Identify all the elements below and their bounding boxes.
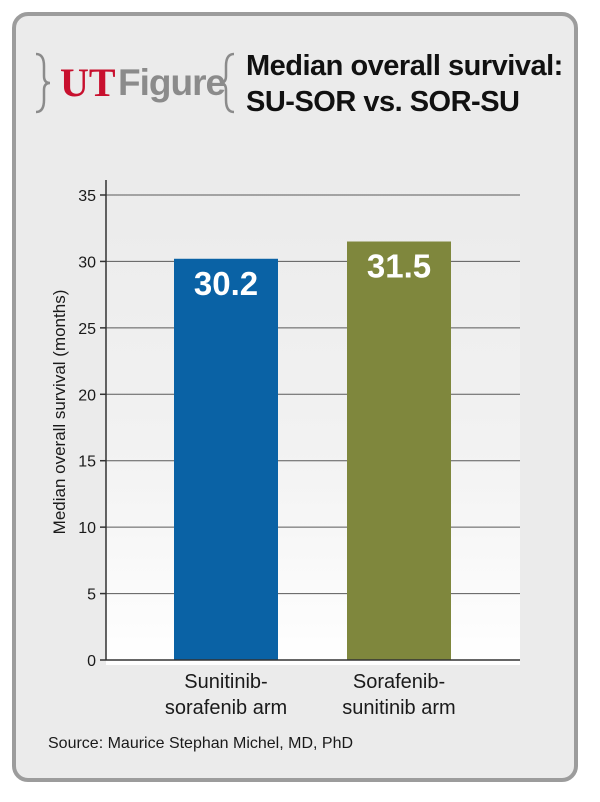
y-axis-label: Median overall survival (months) [50, 290, 69, 535]
y-tick-label: 30 [78, 254, 96, 271]
bar-2 [347, 241, 451, 660]
x-category-label: Sunitinib- [184, 671, 267, 693]
source-note: Source: Maurice Stephan Michel, MD, PhD [48, 735, 354, 752]
chart-title-line-2: SU-SOR vs. SOR-SU [246, 86, 520, 118]
y-tick-label: 10 [78, 520, 96, 537]
x-category-label: sunitinib arm [342, 697, 455, 719]
y-tick-label: 35 [78, 188, 96, 205]
chart-title: Median overall survival: SU-SOR vs. SOR-… [246, 48, 576, 120]
chart-title-line-1: Median overall survival: [246, 50, 563, 82]
plot-area [106, 180, 520, 665]
logo-figure: Figure [118, 62, 226, 103]
x-category-label: sorafenib arm [165, 697, 287, 719]
logo-text: UT Figure [28, 50, 234, 116]
logo-ut: UT [60, 60, 116, 105]
y-tick-label: 25 [78, 321, 96, 338]
x-category-label: Sorafenib- [353, 671, 445, 693]
y-tick-label: 0 [87, 653, 96, 670]
y-tick-label: 15 [78, 454, 96, 471]
y-tick-label: 20 [78, 387, 96, 404]
bar-value-label-1: 30.2 [194, 265, 258, 302]
brace-right-icon [219, 52, 234, 114]
bar-1 [174, 258, 278, 660]
brace-left-icon [35, 52, 51, 114]
ut-figure-logo [35, 52, 234, 114]
bar-value-label-2: 31.5 [367, 248, 431, 285]
y-tick-label: 5 [87, 587, 96, 604]
